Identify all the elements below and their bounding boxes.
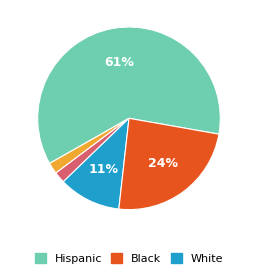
Wedge shape [63, 118, 129, 209]
Wedge shape [119, 118, 219, 210]
Wedge shape [56, 118, 129, 182]
Wedge shape [50, 118, 129, 173]
Text: 61%: 61% [104, 56, 134, 69]
Legend: Hispanic, Black, White: Hispanic, Black, White [30, 248, 228, 265]
Wedge shape [38, 27, 220, 164]
Text: 11%: 11% [89, 163, 119, 176]
Text: 24%: 24% [148, 157, 178, 170]
